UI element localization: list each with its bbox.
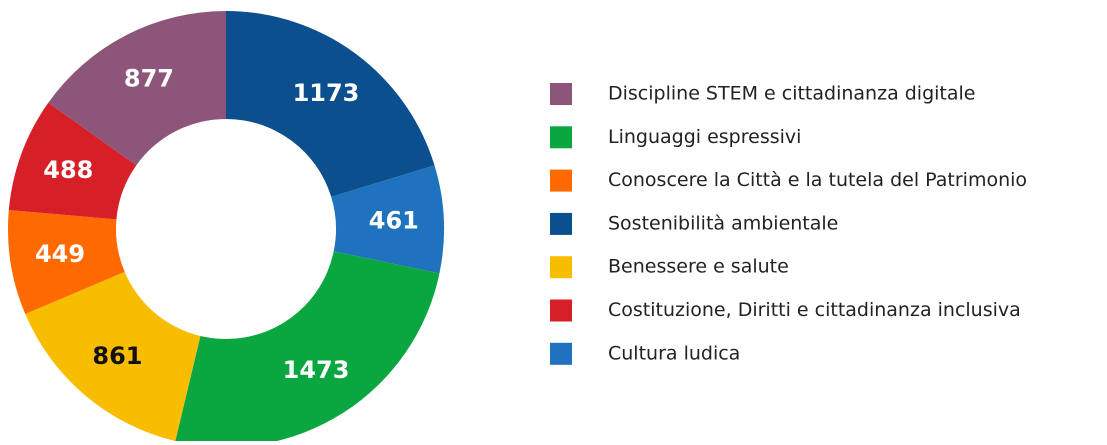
slice — [331, 165, 444, 274]
legend-label: Discipline STEM e cittadinanza digitale — [608, 83, 976, 105]
legend-label: Benessere e salute — [608, 256, 789, 278]
legend-swatch — [550, 256, 572, 279]
value-label: 877 — [124, 65, 174, 93]
slice — [25, 271, 201, 442]
slice — [175, 251, 440, 445]
slice — [8, 102, 137, 220]
legend-label: Cultura ludica — [608, 342, 740, 364]
value-label: 1473 — [283, 356, 350, 384]
slice — [226, 11, 435, 197]
slice — [8, 209, 125, 314]
legend-label: Conoscere la Città e la tutela del Patri… — [608, 169, 1027, 191]
legend-label: Sostenibilità ambientale — [608, 212, 838, 234]
legend-swatch — [550, 126, 572, 149]
value-label: 861 — [92, 342, 142, 370]
legend-swatch — [550, 299, 572, 322]
value-label: 1173 — [293, 79, 360, 107]
value-label: 461 — [369, 206, 419, 234]
legend-swatch — [550, 169, 572, 192]
value-label: 449 — [35, 240, 85, 268]
legend-swatch — [550, 83, 572, 105]
legend-label: Linguaggi espressivi — [608, 126, 801, 148]
legend-swatch — [550, 342, 572, 365]
slice — [48, 10, 226, 166]
value-label: 488 — [43, 156, 93, 184]
legend-swatch — [550, 212, 572, 235]
legend-label: Costituzione, Diritti e cittadinanza inc… — [608, 299, 1021, 321]
